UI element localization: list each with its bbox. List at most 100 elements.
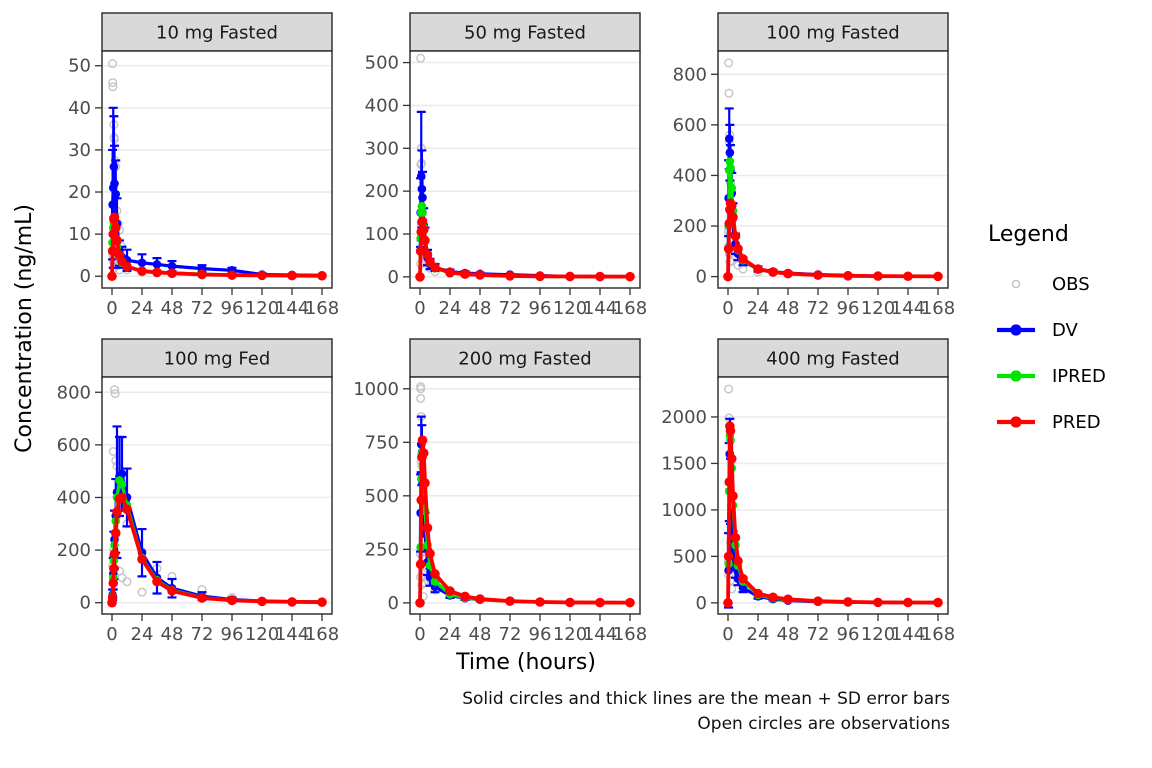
panel-background — [102, 51, 332, 288]
pred-point — [416, 495, 427, 505]
facet-strip — [409, 12, 641, 52]
x-tick-label: 0 — [414, 298, 425, 319]
pred-point — [317, 597, 327, 607]
pred-point — [753, 264, 763, 274]
pred-point — [813, 270, 823, 280]
y-axis-title: Concentration (ng/mL) — [11, 203, 37, 453]
pred-point — [122, 261, 132, 272]
x-tick-label: 72 — [499, 624, 522, 645]
pred-point — [843, 597, 853, 607]
y-axis-title-column: Concentration (ng/mL) — [6, 12, 42, 644]
pred-point — [227, 270, 237, 280]
pred-point — [110, 223, 121, 233]
x-tick-label: 0 — [106, 624, 117, 645]
pred-point — [728, 212, 738, 222]
pred-point — [415, 598, 425, 608]
y-tick-label: 1000 — [353, 379, 399, 400]
x-tick-label: 96 — [529, 624, 552, 645]
y-tick-label: 600 — [673, 115, 707, 136]
legend: Legend OBS DV IPRED PRED — [966, 222, 1152, 445]
pred-point — [625, 597, 635, 608]
y-tick-label: 1500 — [661, 453, 707, 474]
facet-5: 200 mg Fasted 0 250 500 750 1000 0 24 48 72 96 120 1… — [350, 338, 647, 645]
x-tick-label: 72 — [191, 624, 214, 645]
pred-point — [505, 271, 515, 281]
y-tick-label: 0 — [80, 266, 91, 287]
pred-point — [109, 563, 119, 574]
pred-point — [197, 269, 207, 280]
x-tick-label: 120 — [861, 624, 895, 645]
dv-point — [117, 469, 127, 479]
pred-point — [723, 243, 734, 254]
obs-point — [416, 384, 426, 394]
x-tick-label: 144 — [275, 624, 309, 645]
x-tick-label: 96 — [837, 624, 860, 645]
panel-background — [718, 377, 948, 614]
panel-background — [102, 377, 332, 614]
facet-title: 50 mg Fasted — [464, 23, 586, 44]
pred-point — [460, 269, 470, 279]
pred-point — [625, 271, 635, 282]
pred-point — [475, 270, 485, 280]
facet-title: 100 mg Fed — [164, 349, 271, 370]
pred-point — [422, 523, 433, 533]
facet-plot-4: 100 mg Fed 0 200 400 600 800 0 24 48 72 96 12014416… — [57, 338, 339, 645]
pred-point — [430, 262, 440, 273]
pred-point — [107, 271, 117, 282]
pred-point — [723, 598, 733, 608]
x-tick-label: 48 — [161, 298, 184, 319]
pred-point — [137, 266, 147, 276]
x-tick-label: 48 — [469, 624, 492, 645]
x-tick-label: 48 — [777, 298, 800, 319]
pred-point — [417, 216, 428, 226]
pred-point — [137, 554, 147, 565]
pred-point — [843, 271, 853, 281]
obs-point — [416, 393, 426, 403]
facet-grid: 10 mg Fasted 0 10 20 30 40 50 0 24 48 72 96 120 144 16… — [42, 12, 955, 645]
x-tick-label: 96 — [221, 624, 244, 645]
dv-point — [167, 261, 177, 271]
pred-point — [167, 268, 177, 279]
obs-point — [108, 59, 118, 69]
pred-point — [460, 591, 470, 602]
x-tick-label: 0 — [722, 298, 733, 319]
y-tick-label: 10 — [68, 224, 91, 245]
pred-point — [415, 272, 425, 282]
y-tick-label: 400 — [57, 487, 91, 508]
y-tick-label: 0 — [696, 593, 707, 614]
x-tick-label: 24 — [747, 624, 770, 645]
legend-entry-ipred: IPRED — [994, 353, 1152, 399]
pred-point — [475, 594, 485, 604]
y-tick-label: 20 — [68, 182, 91, 203]
dv-point — [109, 162, 119, 172]
x-tick-label: 0 — [414, 624, 425, 645]
pred-point — [738, 573, 748, 584]
obs-open-circle-icon — [1011, 279, 1021, 289]
y-tick-label: 400 — [673, 165, 707, 186]
dv-point — [738, 583, 748, 593]
facet-title: 10 mg Fasted — [156, 23, 278, 44]
x-tick-label: 48 — [469, 298, 492, 319]
x-tick-label: 72 — [191, 298, 214, 319]
facet-strip — [717, 338, 949, 378]
pred-point — [724, 477, 735, 487]
facet-4: 100 mg Fed 0 200 400 600 800 0 24 48 72 96 120 144 16… — [42, 338, 339, 645]
x-tick-label: 0 — [106, 298, 117, 319]
x-tick-label: 24 — [439, 624, 462, 645]
pred-point — [122, 504, 132, 515]
facet-title: 400 mg Fasted — [766, 349, 899, 370]
pred-point — [723, 551, 734, 562]
dv-point — [724, 134, 734, 144]
facet-2: 50 mg Fasted 0 100 200 300 400 500 0 24 48 72 96 120… — [350, 12, 647, 319]
pred-point — [726, 200, 737, 211]
pred-point — [753, 588, 763, 599]
caption-line-1: Solid circles and thick lines are the me… — [462, 689, 950, 709]
facet-column: 10 mg Fasted 0 10 20 30 40 50 0 24 48 72 96 120 144 16… — [42, 12, 955, 736]
y-tick-label: 0 — [80, 593, 91, 614]
y-tick-label: 250 — [365, 539, 399, 560]
pred-point — [415, 559, 426, 570]
y-tick-label: 0 — [388, 267, 399, 288]
y-tick-label: 500 — [365, 486, 399, 507]
